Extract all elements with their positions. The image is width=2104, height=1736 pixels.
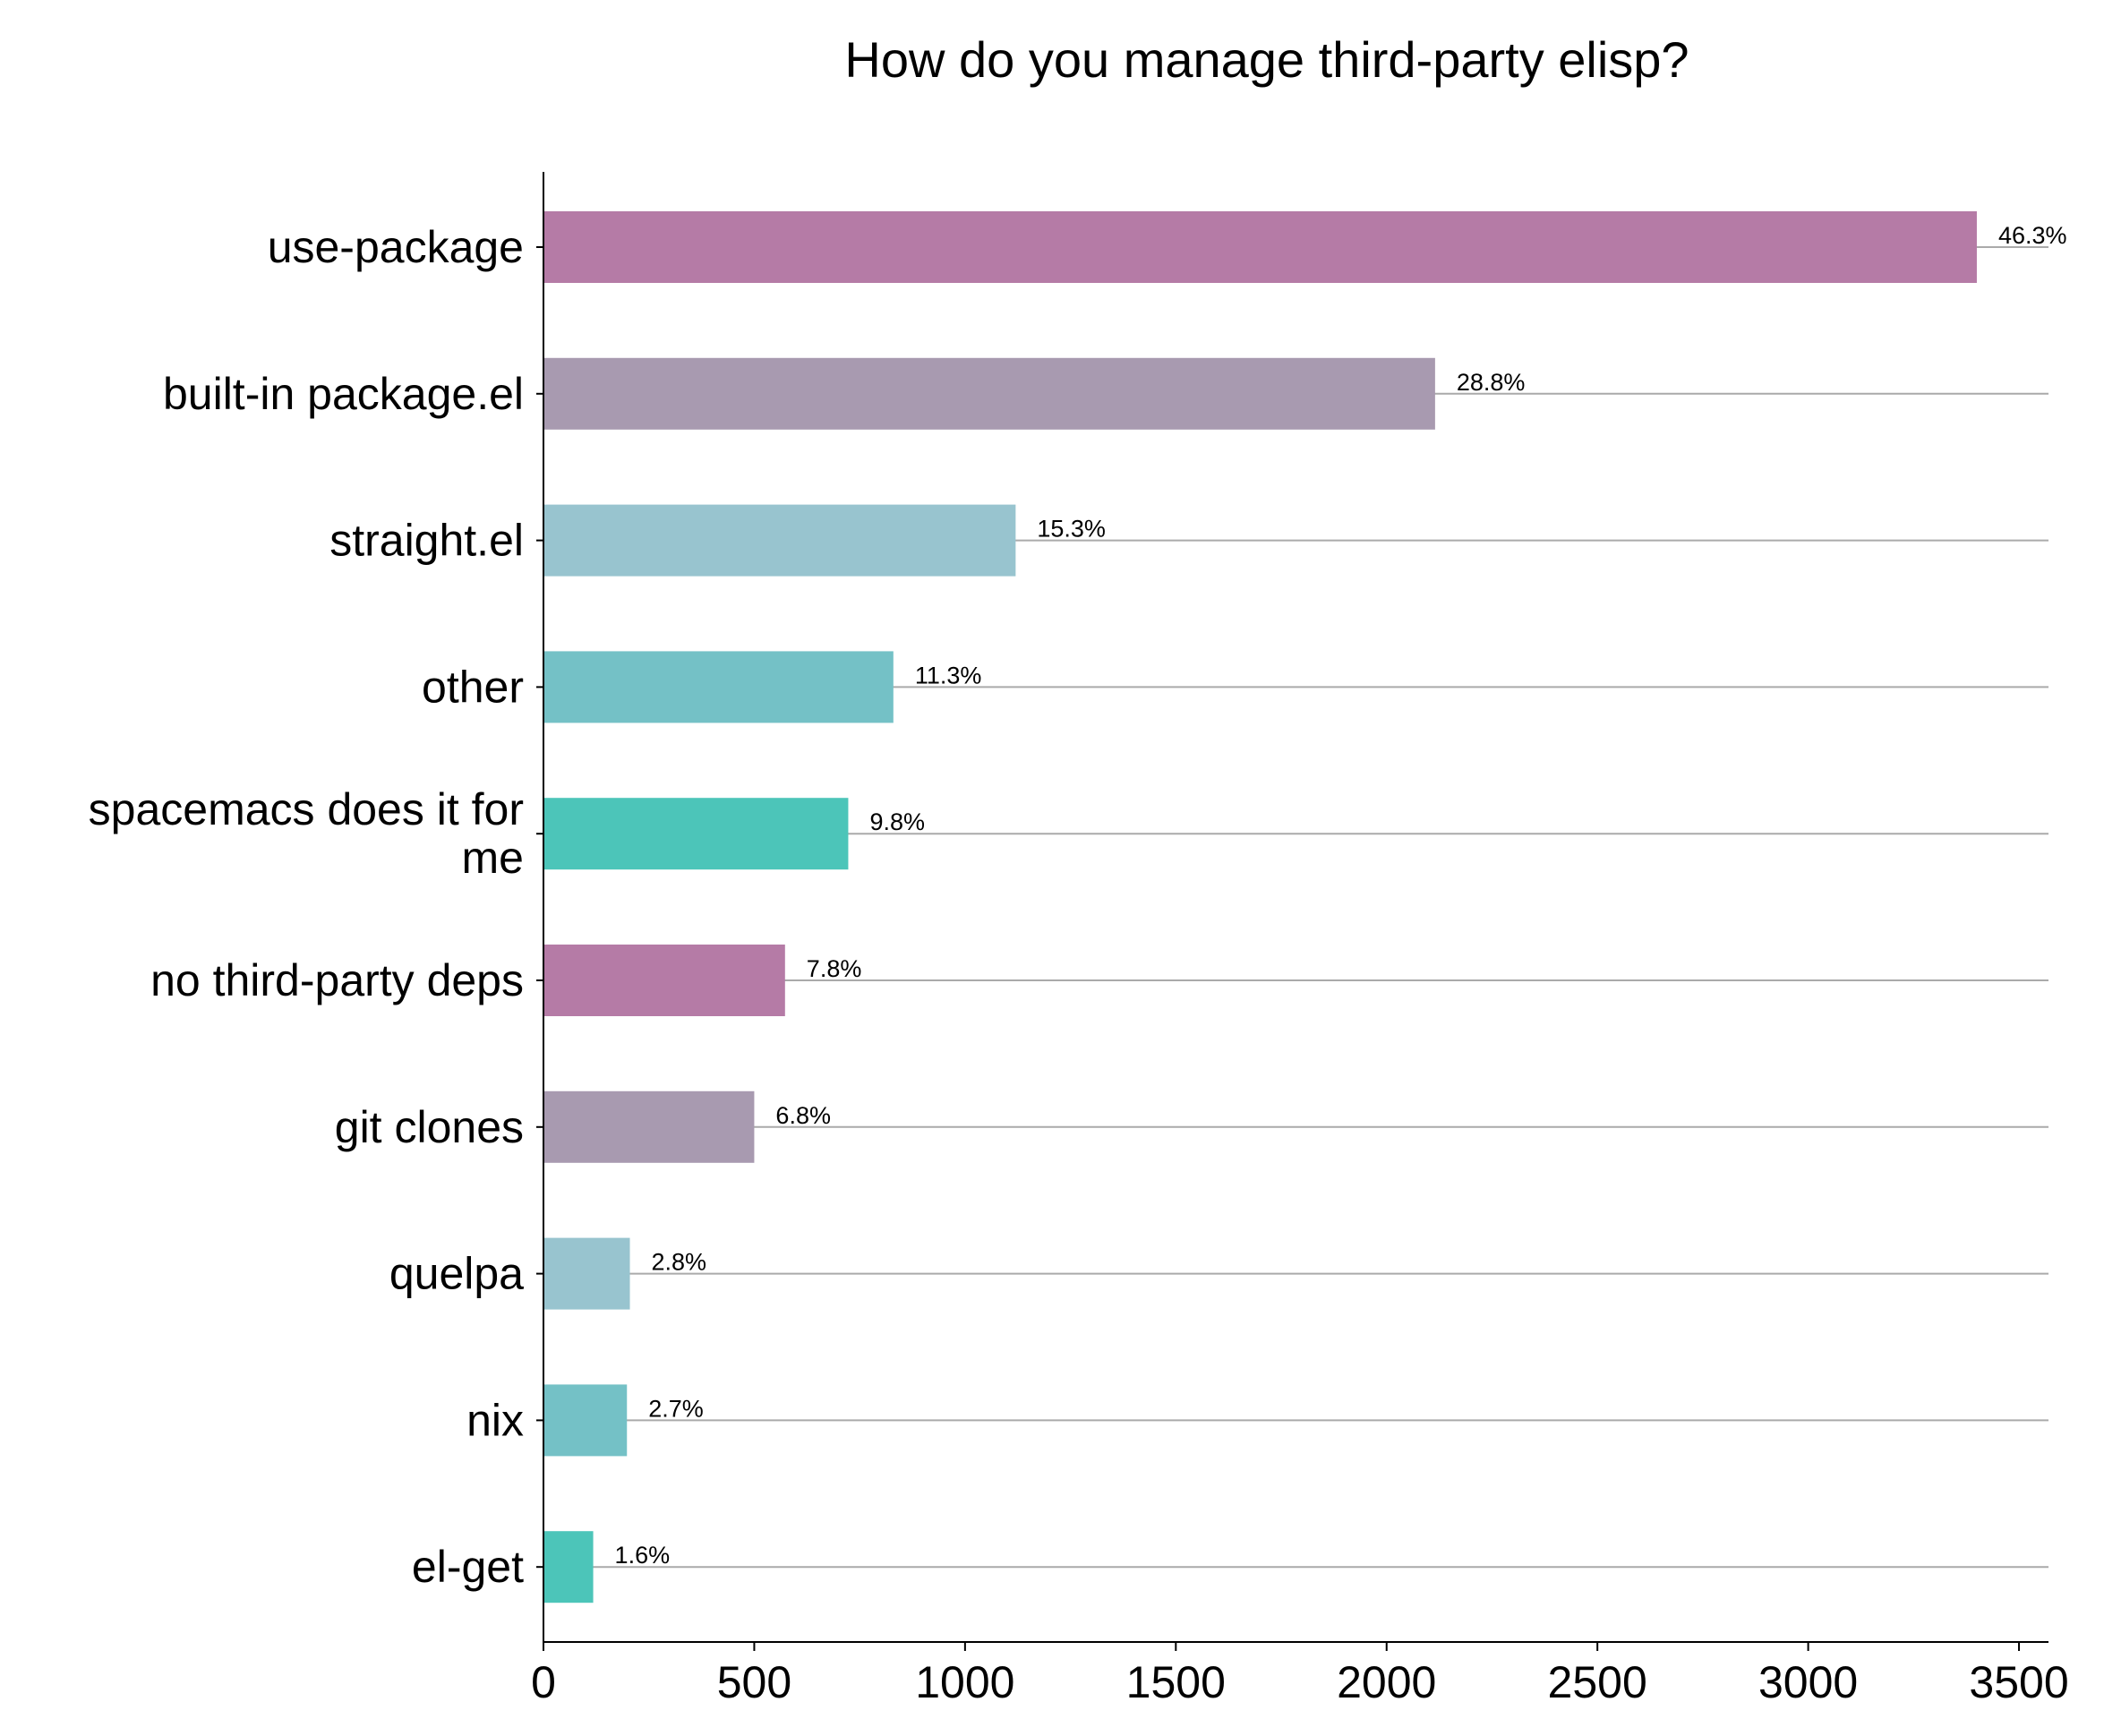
y-tick-label-line: other bbox=[422, 662, 524, 712]
y-tick-label: no third-party deps bbox=[150, 955, 524, 1005]
bar bbox=[543, 1531, 594, 1603]
data-label: 28.8% bbox=[1457, 369, 1526, 396]
y-tick-label: el-get bbox=[412, 1542, 524, 1592]
x-tick-label: 3000 bbox=[1758, 1657, 1858, 1707]
x-tick-label: 3500 bbox=[1969, 1657, 2068, 1707]
x-axis-ticks: 0 500 1000 1500 2000 2500 3000 3500 bbox=[531, 1642, 2069, 1707]
y-tick-label-line: git clones bbox=[335, 1102, 524, 1152]
x-tick-label: 2000 bbox=[1337, 1657, 1436, 1707]
y-tick-label: nix bbox=[466, 1395, 524, 1445]
data-label: 6.8% bbox=[775, 1102, 831, 1129]
gridlines bbox=[543, 246, 2048, 1569]
bar bbox=[543, 1090, 755, 1163]
y-tick-label: git clones bbox=[335, 1102, 524, 1152]
y-tick-label: built-in package.el bbox=[163, 369, 524, 419]
y-tick-label-line: straight.el bbox=[329, 516, 524, 566]
y-tick-label-line: spacemacs does it for bbox=[89, 784, 524, 834]
data-label: 46.3% bbox=[1998, 222, 2067, 249]
bar bbox=[543, 798, 849, 870]
y-tick-label-line: me bbox=[462, 833, 524, 883]
bar bbox=[543, 357, 1435, 430]
y-tick-label: straight.el bbox=[329, 516, 524, 566]
data-label: 11.3% bbox=[915, 662, 982, 688]
x-tick-label: 500 bbox=[717, 1657, 791, 1707]
data-labels: 46.3% 28.8% 15.3% 11.3% 9.8% 7.8% 6.8% 2.8% 2.7%… bbox=[615, 222, 2067, 1569]
bar bbox=[543, 651, 894, 723]
data-label: 2.8% bbox=[652, 1249, 707, 1276]
chart-title: How do you manage third-party elisp? bbox=[844, 31, 1689, 88]
y-axis-ticks: use-package built-in package.el straight.e… bbox=[89, 222, 543, 1592]
y-tick-label-line: no third-party deps bbox=[150, 955, 524, 1005]
data-label: 7.8% bbox=[807, 955, 862, 982]
data-label: 9.8% bbox=[869, 808, 925, 835]
y-tick-label: spacemacs does it for me bbox=[89, 784, 524, 883]
bars bbox=[543, 211, 1977, 1603]
bar bbox=[543, 945, 785, 1016]
y-tick-label-line: el-get bbox=[412, 1542, 524, 1592]
bar bbox=[543, 504, 1016, 577]
axes bbox=[543, 172, 2048, 1643]
y-tick-label: use-package bbox=[268, 222, 524, 272]
y-tick-label-line: built-in package.el bbox=[163, 369, 524, 419]
y-tick-label: quelpa bbox=[389, 1249, 524, 1299]
bar bbox=[543, 1384, 628, 1457]
x-tick-label: 2500 bbox=[1548, 1657, 1647, 1707]
x-tick-label: 0 bbox=[531, 1657, 556, 1707]
bar bbox=[543, 1237, 630, 1310]
x-tick-label: 1500 bbox=[1126, 1657, 1226, 1707]
data-label: 2.7% bbox=[648, 1395, 704, 1422]
y-tick-label-line: quelpa bbox=[389, 1249, 524, 1299]
y-tick-label: other bbox=[422, 662, 524, 712]
data-label: 1.6% bbox=[615, 1542, 671, 1569]
y-tick-label-line: nix bbox=[466, 1395, 524, 1445]
y-tick-label-line: use-package bbox=[268, 222, 524, 272]
bar bbox=[543, 211, 1977, 283]
data-label: 15.3% bbox=[1037, 516, 1106, 543]
x-tick-label: 1000 bbox=[915, 1657, 1014, 1707]
